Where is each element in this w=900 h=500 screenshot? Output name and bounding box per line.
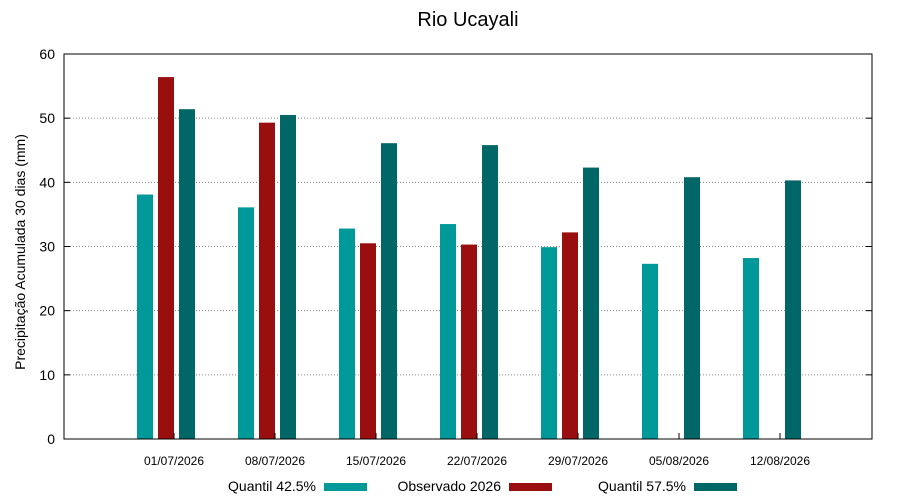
bar-quantil-42-5: [238, 207, 254, 439]
bar-quantil-57-5: [684, 177, 700, 439]
x-tick-label: 08/07/2026: [245, 454, 305, 468]
plot-frame: [63, 53, 873, 440]
bar-quantil-57-5: [280, 114, 296, 439]
legend-label: Observado 2026: [397, 478, 501, 494]
bar-observado-2026: [259, 122, 275, 440]
bar-quantil-57-5: [583, 167, 599, 439]
y-tick-label: 10: [39, 367, 55, 383]
y-tick-label: 50: [39, 110, 55, 126]
bar-quantil-42-5: [440, 224, 456, 439]
bar-quantil-42-5: [743, 258, 759, 439]
legend-label: Quantil 42.5%: [228, 478, 316, 494]
bar-quantil-42-5: [642, 263, 658, 439]
x-tick-label: 22/07/2026: [447, 454, 507, 468]
x-tick-label: 12/08/2026: [750, 454, 810, 468]
bar-observado-2026: [461, 244, 477, 439]
x-tick-label: 29/07/2026: [548, 454, 608, 468]
x-tick-label: 15/07/2026: [346, 454, 406, 468]
bar-observado-2026: [360, 243, 376, 439]
bar-quantil-57-5: [179, 109, 195, 439]
y-axis-ticks: 0 10 20 30 40 50 60: [39, 46, 872, 447]
y-tick-label: 0: [47, 431, 55, 447]
bar-quantil-42-5: [137, 194, 153, 439]
x-tick-label: 05/08/2026: [649, 454, 709, 468]
bar-observado-2026: [158, 77, 174, 439]
bar-quantil-57-5: [381, 143, 397, 440]
legend: Quantil 42.5% Observado 2026 Quantil 57.5%: [228, 478, 737, 494]
bar-quantil-42-5: [339, 228, 355, 439]
bars: [137, 77, 801, 440]
y-tick-label: 30: [39, 239, 55, 255]
bar-quantil-57-5: [785, 180, 801, 440]
legend-swatch: [324, 483, 367, 491]
chart-title: Rio Ucayali: [417, 9, 518, 31]
x-tick-label: 01/07/2026: [144, 454, 204, 468]
y-tick-label: 60: [39, 46, 55, 62]
bar-quantil-42-5: [541, 247, 557, 439]
legend-label: Quantil 57.5%: [598, 478, 686, 494]
legend-swatch: [509, 483, 552, 491]
y-tick-label: 40: [39, 174, 55, 190]
legend-swatch: [694, 483, 737, 491]
y-axis-label: Precipitação Acumulada 30 dias (mm): [12, 134, 28, 370]
bar-observado-2026: [562, 232, 578, 439]
bar-quantil-57-5: [482, 145, 498, 439]
y-tick-label: 20: [39, 303, 55, 319]
x-axis-ticks: 01/07/2026 08/07/2026 15/07/2026 22/07/2026…: [144, 433, 810, 468]
